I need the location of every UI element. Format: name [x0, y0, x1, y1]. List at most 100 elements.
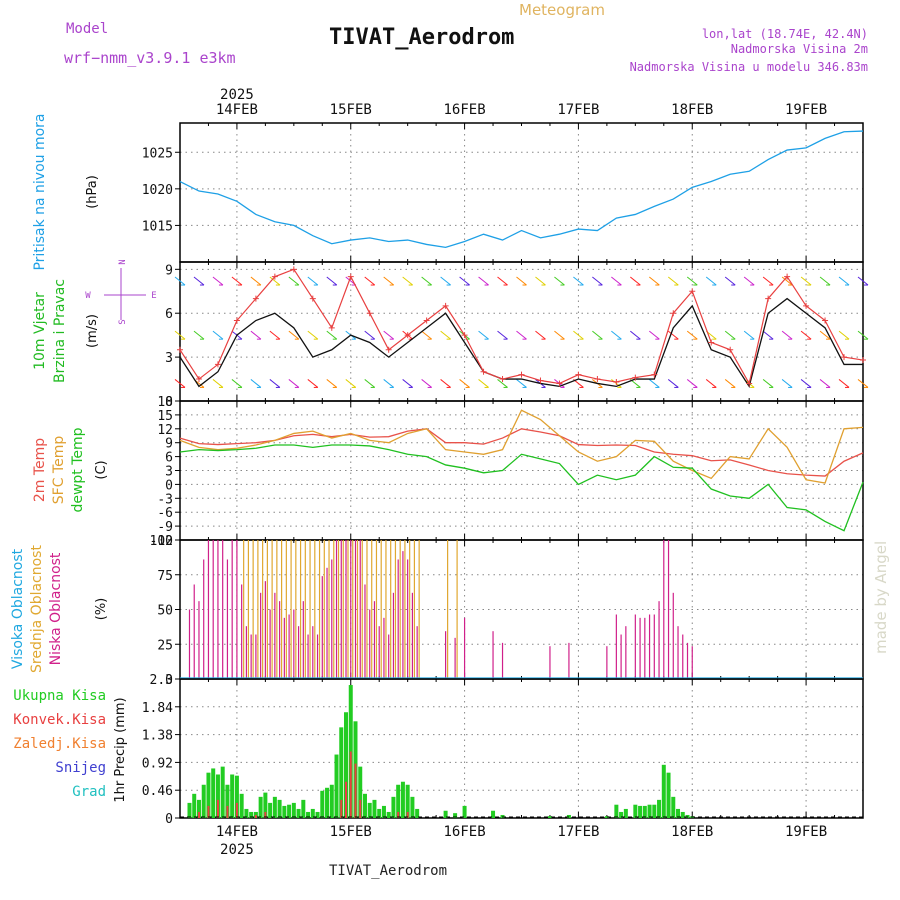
precip-total-bar — [666, 772, 671, 818]
wind-gust-marker — [841, 354, 848, 361]
precip-total-bar — [192, 793, 197, 818]
y-tick-label: 3 — [165, 465, 173, 480]
day-label-top: 18FEB — [671, 102, 713, 118]
wind-arrow — [667, 276, 679, 286]
cloud-unit: (%) — [94, 598, 109, 621]
wind-arrow — [250, 330, 262, 340]
wind-gust-marker — [290, 266, 297, 273]
cloud-ylabel-1: Srednja Oblacnost — [29, 545, 45, 673]
day-label-bottom: 18FEB — [671, 824, 713, 840]
wind-gust-marker — [784, 273, 791, 280]
wind-arrow — [648, 276, 660, 286]
precip-total-bar — [377, 808, 382, 818]
wind-arrow — [421, 330, 432, 340]
wind-gust-marker — [309, 295, 316, 302]
pressure-unit: (hPa) — [85, 175, 100, 209]
precip-total-bar — [566, 814, 571, 818]
elevation-line: Nadmorska Visina 2m — [731, 42, 868, 56]
precip-total-bar — [676, 808, 681, 818]
precip-total-bar — [462, 805, 467, 818]
precip-total-bar — [642, 805, 647, 818]
wind-ylabel: 10m Vjetar — [32, 292, 48, 370]
wind-arrow — [781, 276, 793, 286]
wind-arrow — [497, 330, 508, 340]
wind-gust-marker — [803, 302, 810, 309]
wind-arrow — [402, 276, 413, 286]
precip-total-bar — [287, 804, 292, 818]
wind-arrow — [174, 330, 186, 340]
precip-total-bar — [358, 766, 363, 818]
y-tick-label: 2.3 — [150, 673, 173, 688]
precip-total-bar — [301, 799, 306, 818]
precip-total-bar — [239, 793, 244, 818]
cloud-ylabel-2: Niska Oblacnost — [48, 552, 64, 665]
precip-conv-bar — [359, 799, 362, 818]
wind-arrow — [326, 330, 338, 340]
wind-arrow — [364, 330, 376, 340]
wind-gust-marker — [594, 376, 601, 383]
y-tick-label: 100 — [150, 534, 173, 549]
wind-gust-marker — [651, 371, 658, 378]
y-tick-label: 75 — [157, 569, 173, 584]
y-tick-label: 9 — [165, 437, 173, 452]
wind-arrow — [421, 379, 432, 388]
precip-total-bar — [638, 805, 643, 818]
precip-total-bar — [320, 790, 325, 818]
meteogram-label: Meteogram — [519, 1, 605, 19]
wind-arrow — [819, 276, 831, 286]
precip-total-bar — [306, 811, 311, 818]
precip-total-bar — [249, 811, 254, 818]
wind-gust-marker — [613, 378, 620, 385]
precip-total-bar — [187, 802, 192, 818]
wind-arrow — [800, 330, 812, 340]
wind-gust-marker — [480, 368, 487, 375]
wind-gust-marker — [822, 317, 829, 324]
wind-gust-marker — [727, 346, 734, 353]
precip-total-bar — [453, 813, 458, 818]
precip-total-bar — [372, 799, 377, 818]
precip-conv-bar — [354, 763, 357, 818]
precip-conv-bar — [254, 814, 257, 818]
y-tick-label: 0.46 — [142, 784, 173, 799]
y-tick-label: 1015 — [142, 219, 173, 234]
precip-conv-bar — [340, 799, 343, 818]
precip-total-bar — [310, 808, 315, 818]
precip-conv-bar — [207, 805, 210, 818]
wind-arrow — [250, 276, 262, 286]
precip-conv-bar — [406, 811, 409, 818]
day-label-top: 19FEB — [785, 102, 827, 118]
precip-total-bar — [400, 781, 405, 818]
precip-total-bar — [296, 808, 301, 818]
precip-total-bar — [671, 796, 676, 818]
wind-arrow — [383, 276, 395, 286]
wind-arrow — [440, 276, 451, 286]
wind-gust-marker — [689, 288, 696, 295]
y-tick-label: -9 — [157, 520, 173, 535]
precip-total-bar — [291, 802, 296, 818]
precip-total-bar — [614, 804, 619, 818]
wind-gust-marker — [404, 332, 411, 339]
precip-total-bar — [220, 766, 225, 818]
precip-ylabel: 1hr Precip (mm) — [113, 697, 128, 802]
watermark: made by Angel — [872, 541, 890, 654]
wind-arrow — [402, 379, 413, 388]
day-label-top: 16FEB — [444, 102, 486, 118]
panel-clouds: 0 25 50 75 100 Visoka Oblacnost Srednja Oblacn… — [10, 534, 864, 688]
precip-total-bar — [272, 796, 277, 818]
wind-ylabel-sub: Brzina i Pravac — [52, 279, 68, 383]
wind-arrow — [535, 276, 546, 286]
wind-arrow — [724, 330, 736, 340]
wind-arrow — [667, 379, 679, 388]
wind-arrow — [724, 379, 736, 388]
wind-arrow — [497, 379, 508, 388]
wind-gust-line — [179, 268, 864, 386]
wind-arrow — [383, 330, 395, 340]
precip-total-bar — [491, 810, 496, 818]
wind-arrow — [554, 330, 565, 340]
precip-total-bar — [268, 802, 273, 818]
wind-arrow — [440, 379, 451, 388]
y-tick-label: 0.92 — [142, 756, 173, 771]
wind-arrow — [364, 379, 376, 388]
day-label-bottom: 19FEB — [785, 824, 827, 840]
wind-unit: (m/s) — [85, 314, 100, 348]
